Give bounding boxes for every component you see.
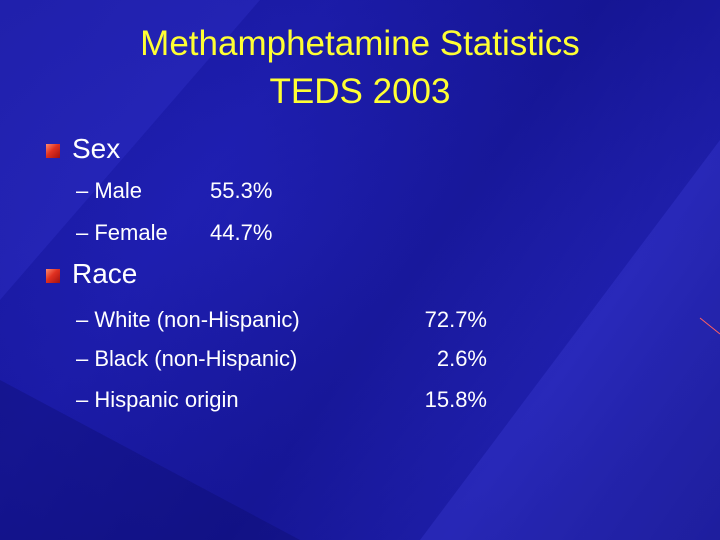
item-label: – Female	[76, 220, 168, 245]
item-label: – White (non-Hispanic)	[76, 307, 300, 332]
item-text: Male	[94, 178, 143, 203]
item-text: White (non-Hispanic)	[94, 307, 300, 332]
item-value: 15.8%	[424, 387, 487, 412]
title-line: Methamphetamine Statistics	[140, 24, 580, 63]
section-heading: Sex	[72, 133, 121, 164]
bullet	[46, 269, 60, 283]
item-text: Female	[94, 220, 168, 245]
section-heading: Race	[72, 258, 138, 289]
item-value: 72.7%	[424, 307, 487, 332]
item-text: Hispanic origin	[94, 387, 239, 412]
title-line: TEDS 2003	[269, 72, 451, 111]
item-value: 2.6%	[436, 346, 487, 371]
item-value: 55.3%	[210, 178, 273, 203]
item-value: 44.7%	[210, 220, 273, 245]
bullet	[46, 144, 60, 158]
item-label: – Male	[76, 178, 143, 203]
item-text: Black (non-Hispanic)	[94, 346, 298, 371]
item-label: – Black (non-Hispanic)	[76, 346, 298, 371]
item-label: – Hispanic origin	[76, 387, 239, 412]
